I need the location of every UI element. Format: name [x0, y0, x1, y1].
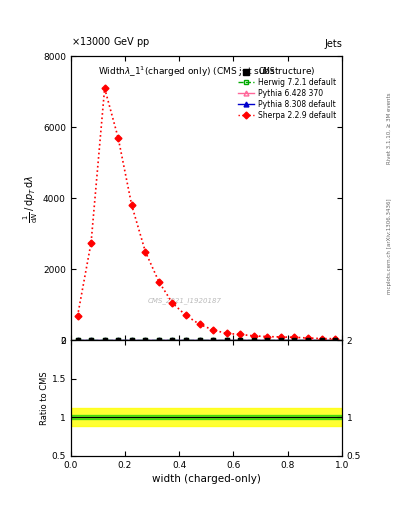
Text: Jets: Jets: [324, 38, 342, 49]
Text: CMS_2021_I1920187: CMS_2021_I1920187: [148, 297, 222, 304]
Text: mcplots.cern.ch [arXiv:1306.3436]: mcplots.cern.ch [arXiv:1306.3436]: [387, 198, 391, 293]
X-axis label: width (charged-only): width (charged-only): [152, 474, 261, 484]
Text: $\times$13000 GeV pp: $\times$13000 GeV pp: [71, 35, 150, 49]
Text: Width$\lambda\_1^1$(charged only) (CMS jet substructure): Width$\lambda\_1^1$(charged only) (CMS j…: [98, 65, 315, 79]
Y-axis label: $\frac{1}{\mathrm{d}N}\,/\,\mathrm{d}p_T\,\mathrm{d}\lambda$: $\frac{1}{\mathrm{d}N}\,/\,\mathrm{d}p_T…: [22, 174, 40, 223]
Y-axis label: Ratio to CMS: Ratio to CMS: [40, 371, 49, 425]
Legend: CMS, Herwig 7.2.1 default, Pythia 6.428 370, Pythia 8.308 default, Sherpa 2.2.9 : CMS, Herwig 7.2.1 default, Pythia 6.428 …: [236, 66, 338, 121]
Text: Rivet 3.1.10, ≥ 3M events: Rivet 3.1.10, ≥ 3M events: [387, 92, 391, 164]
